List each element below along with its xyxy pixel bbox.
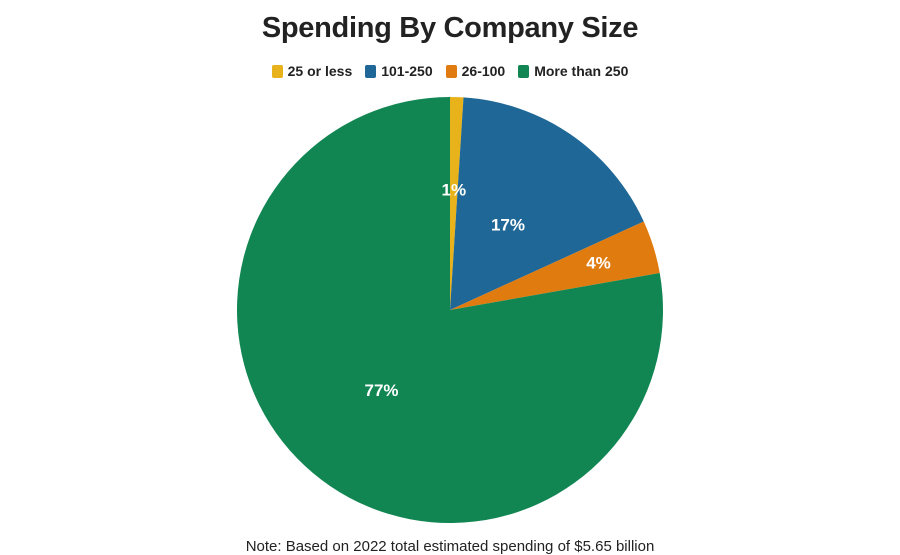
legend-label: 26-100 [461,63,506,79]
legend: 25 or less 101-250 26-100 More than 250 [0,63,900,79]
legend-item-25-or-less: 25 or less [271,63,353,79]
legend-label: 101-250 [381,63,433,79]
legend-swatch [365,64,377,78]
pie-slice-101-250 [450,97,644,311]
data-label: 1% [441,180,466,199]
pie-slice-25-or-less [450,97,464,310]
data-label: 4% [586,253,611,272]
legend-label: More than 250 [534,63,629,79]
legend-swatch [518,64,530,78]
legend-item-26-100: 26-100 [445,63,506,79]
pie-slice-more-than-250 [237,97,663,523]
legend-swatch [445,64,457,78]
chart-title: Spending By Company Size [261,12,639,44]
data-label: 77% [365,381,399,400]
legend-swatch [271,64,283,78]
pie-slice-26-100 [450,221,660,310]
legend-item-more-than-250: More than 250 [518,63,628,79]
chart-note: Note: Based on 2022 total estimated spen… [245,538,655,555]
legend-item-101-250: 101-250 [365,63,433,79]
legend-label: 25 or less [287,63,353,79]
data-label: 17% [491,215,525,234]
